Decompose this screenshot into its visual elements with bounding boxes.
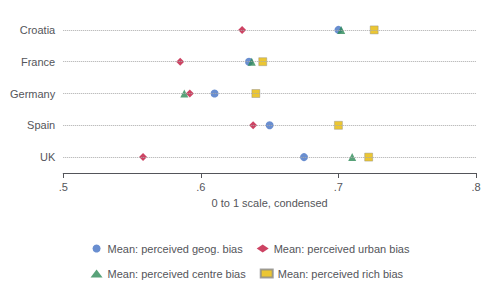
svg-text:Germany: Germany <box>10 88 56 100</box>
svg-text:Mean: perceived geog. bias: Mean: perceived geog. bias <box>108 243 244 255</box>
svg-text:.7: .7 <box>334 181 343 193</box>
svg-text:Mean: perceived centre bias: Mean: perceived centre bias <box>108 268 247 280</box>
svg-text:.8: .8 <box>471 181 480 193</box>
svg-text:France: France <box>21 56 55 68</box>
svg-text:Spain: Spain <box>27 119 55 131</box>
svg-text:UK: UK <box>40 151 56 163</box>
svg-text:.6: .6 <box>196 181 205 193</box>
svg-text:0 to 1 scale, condensed: 0 to 1 scale, condensed <box>212 197 328 209</box>
svg-text:Mean: perceived rich bias: Mean: perceived rich bias <box>278 268 404 280</box>
svg-text:.5: .5 <box>59 181 68 193</box>
svg-text:Croatia: Croatia <box>20 24 56 36</box>
svg-text:Mean: perceived urban bias: Mean: perceived urban bias <box>274 243 410 255</box>
